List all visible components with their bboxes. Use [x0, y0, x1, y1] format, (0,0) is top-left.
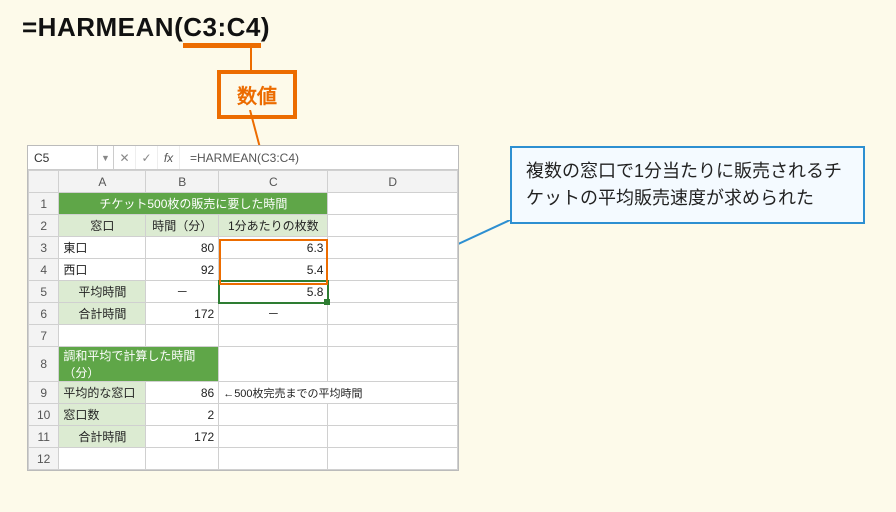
callout-text: 複数の窓口で1分当たりに販売されるチケットの平均販売速度が求められた — [526, 161, 842, 208]
cell-a12[interactable] — [59, 448, 146, 470]
spreadsheet-grid: A B C D 1 チケット500枚の販売に要した時間 2 窓口 時間（分） 1… — [28, 170, 458, 470]
cell-d11[interactable] — [328, 426, 458, 448]
cell-c2[interactable]: 1分あたりの枚数 — [219, 215, 328, 237]
col-header-b[interactable]: B — [146, 171, 219, 193]
cell-b11[interactable]: 172 — [146, 426, 219, 448]
col-header-a[interactable]: A — [59, 171, 146, 193]
cell-c6[interactable]: － — [219, 303, 328, 325]
cell-d5[interactable] — [328, 281, 458, 303]
cell-d1[interactable] — [328, 193, 458, 215]
row-header-4[interactable]: 4 — [29, 259, 59, 281]
cell-a4[interactable]: 西口 — [59, 259, 146, 281]
cell-d8[interactable] — [328, 347, 458, 382]
cell-b12[interactable] — [146, 448, 219, 470]
formula-bar: C5 ▼ ✕ ✓ fx =HARMEAN(C3:C4) — [28, 146, 458, 170]
cell-d12[interactable] — [328, 448, 458, 470]
row-header-2[interactable]: 2 — [29, 215, 59, 237]
cell-a3[interactable]: 東口 — [59, 237, 146, 259]
formula-bar-text[interactable]: =HARMEAN(C3:C4) — [180, 146, 458, 169]
cell-b2[interactable]: 時間（分） — [146, 215, 219, 237]
numeric-label: 数値 — [217, 70, 297, 119]
row-header-10[interactable]: 10 — [29, 404, 59, 426]
cell-a11[interactable]: 合計時間 — [59, 426, 146, 448]
connector-line — [250, 48, 252, 72]
row-header-7[interactable]: 7 — [29, 325, 59, 347]
row-header-9[interactable]: 9 — [29, 382, 59, 404]
formula-title: =HARMEAN(C3:C4) — [22, 12, 270, 43]
spreadsheet-frame: C5 ▼ ✕ ✓ fx =HARMEAN(C3:C4) A B C D 1 チケ… — [27, 145, 459, 471]
cell-d6[interactable] — [328, 303, 458, 325]
cell-d7[interactable] — [328, 325, 458, 347]
cell-c10[interactable] — [219, 404, 328, 426]
cell-c12[interactable] — [219, 448, 328, 470]
row-header-3[interactable]: 3 — [29, 237, 59, 259]
row-header-11[interactable]: 11 — [29, 426, 59, 448]
col-header-c[interactable]: C — [219, 171, 328, 193]
cell-title2[interactable]: 調和平均で計算した時間（分） — [59, 347, 219, 382]
namebox-dropdown-icon[interactable]: ▼ — [98, 146, 114, 169]
cancel-icon[interactable]: ✕ — [114, 146, 136, 169]
formula-suffix: ) — [261, 12, 270, 42]
cell-a7[interactable] — [59, 325, 146, 347]
cell-a2[interactable]: 窓口 — [59, 215, 146, 237]
cell-title1[interactable]: チケット500枚の販売に要した時間 — [59, 193, 328, 215]
formula-arg: C3:C4 — [183, 12, 261, 48]
corner-header[interactable] — [29, 171, 59, 193]
formula-prefix: =HARMEAN( — [22, 12, 183, 42]
cell-c7[interactable] — [219, 325, 328, 347]
cell-c11[interactable] — [219, 426, 328, 448]
cell-d10[interactable] — [328, 404, 458, 426]
cell-b5[interactable]: － — [146, 281, 219, 303]
cell-d4[interactable] — [328, 259, 458, 281]
cell-c4[interactable]: 5.4 — [219, 259, 328, 281]
cell-a6[interactable]: 合計時間 — [59, 303, 146, 325]
name-box[interactable]: C5 — [28, 146, 98, 169]
cell-b6[interactable]: 172 — [146, 303, 219, 325]
cell-b4[interactable]: 92 — [146, 259, 219, 281]
callout-box: 複数の窓口で1分当たりに販売されるチケットの平均販売速度が求められた — [510, 146, 865, 224]
cell-a10[interactable]: 窓口数 — [59, 404, 146, 426]
cell-d2[interactable] — [328, 215, 458, 237]
cell-c8[interactable] — [219, 347, 328, 382]
cell-b9[interactable]: 86 — [146, 382, 219, 404]
cell-b10[interactable]: 2 — [146, 404, 219, 426]
row-header-1[interactable]: 1 — [29, 193, 59, 215]
cell-b3[interactable]: 80 — [146, 237, 219, 259]
row-header-6[interactable]: 6 — [29, 303, 59, 325]
row-header-12[interactable]: 12 — [29, 448, 59, 470]
enter-icon[interactable]: ✓ — [136, 146, 158, 169]
cell-a9[interactable]: 平均的な窓口 — [59, 382, 146, 404]
row-header-8[interactable]: 8 — [29, 347, 59, 382]
cell-a5[interactable]: 平均時間 — [59, 281, 146, 303]
cell-c5-selected[interactable]: 5.8 — [219, 281, 328, 303]
row-header-5[interactable]: 5 — [29, 281, 59, 303]
cell-c3[interactable]: 6.3 — [219, 237, 328, 259]
cell-d3[interactable] — [328, 237, 458, 259]
cell-b7[interactable] — [146, 325, 219, 347]
cell-c9-note[interactable]: ←500枚完売までの平均時間 — [219, 382, 458, 404]
col-header-d[interactable]: D — [328, 171, 458, 193]
fx-icon[interactable]: fx — [158, 146, 180, 169]
